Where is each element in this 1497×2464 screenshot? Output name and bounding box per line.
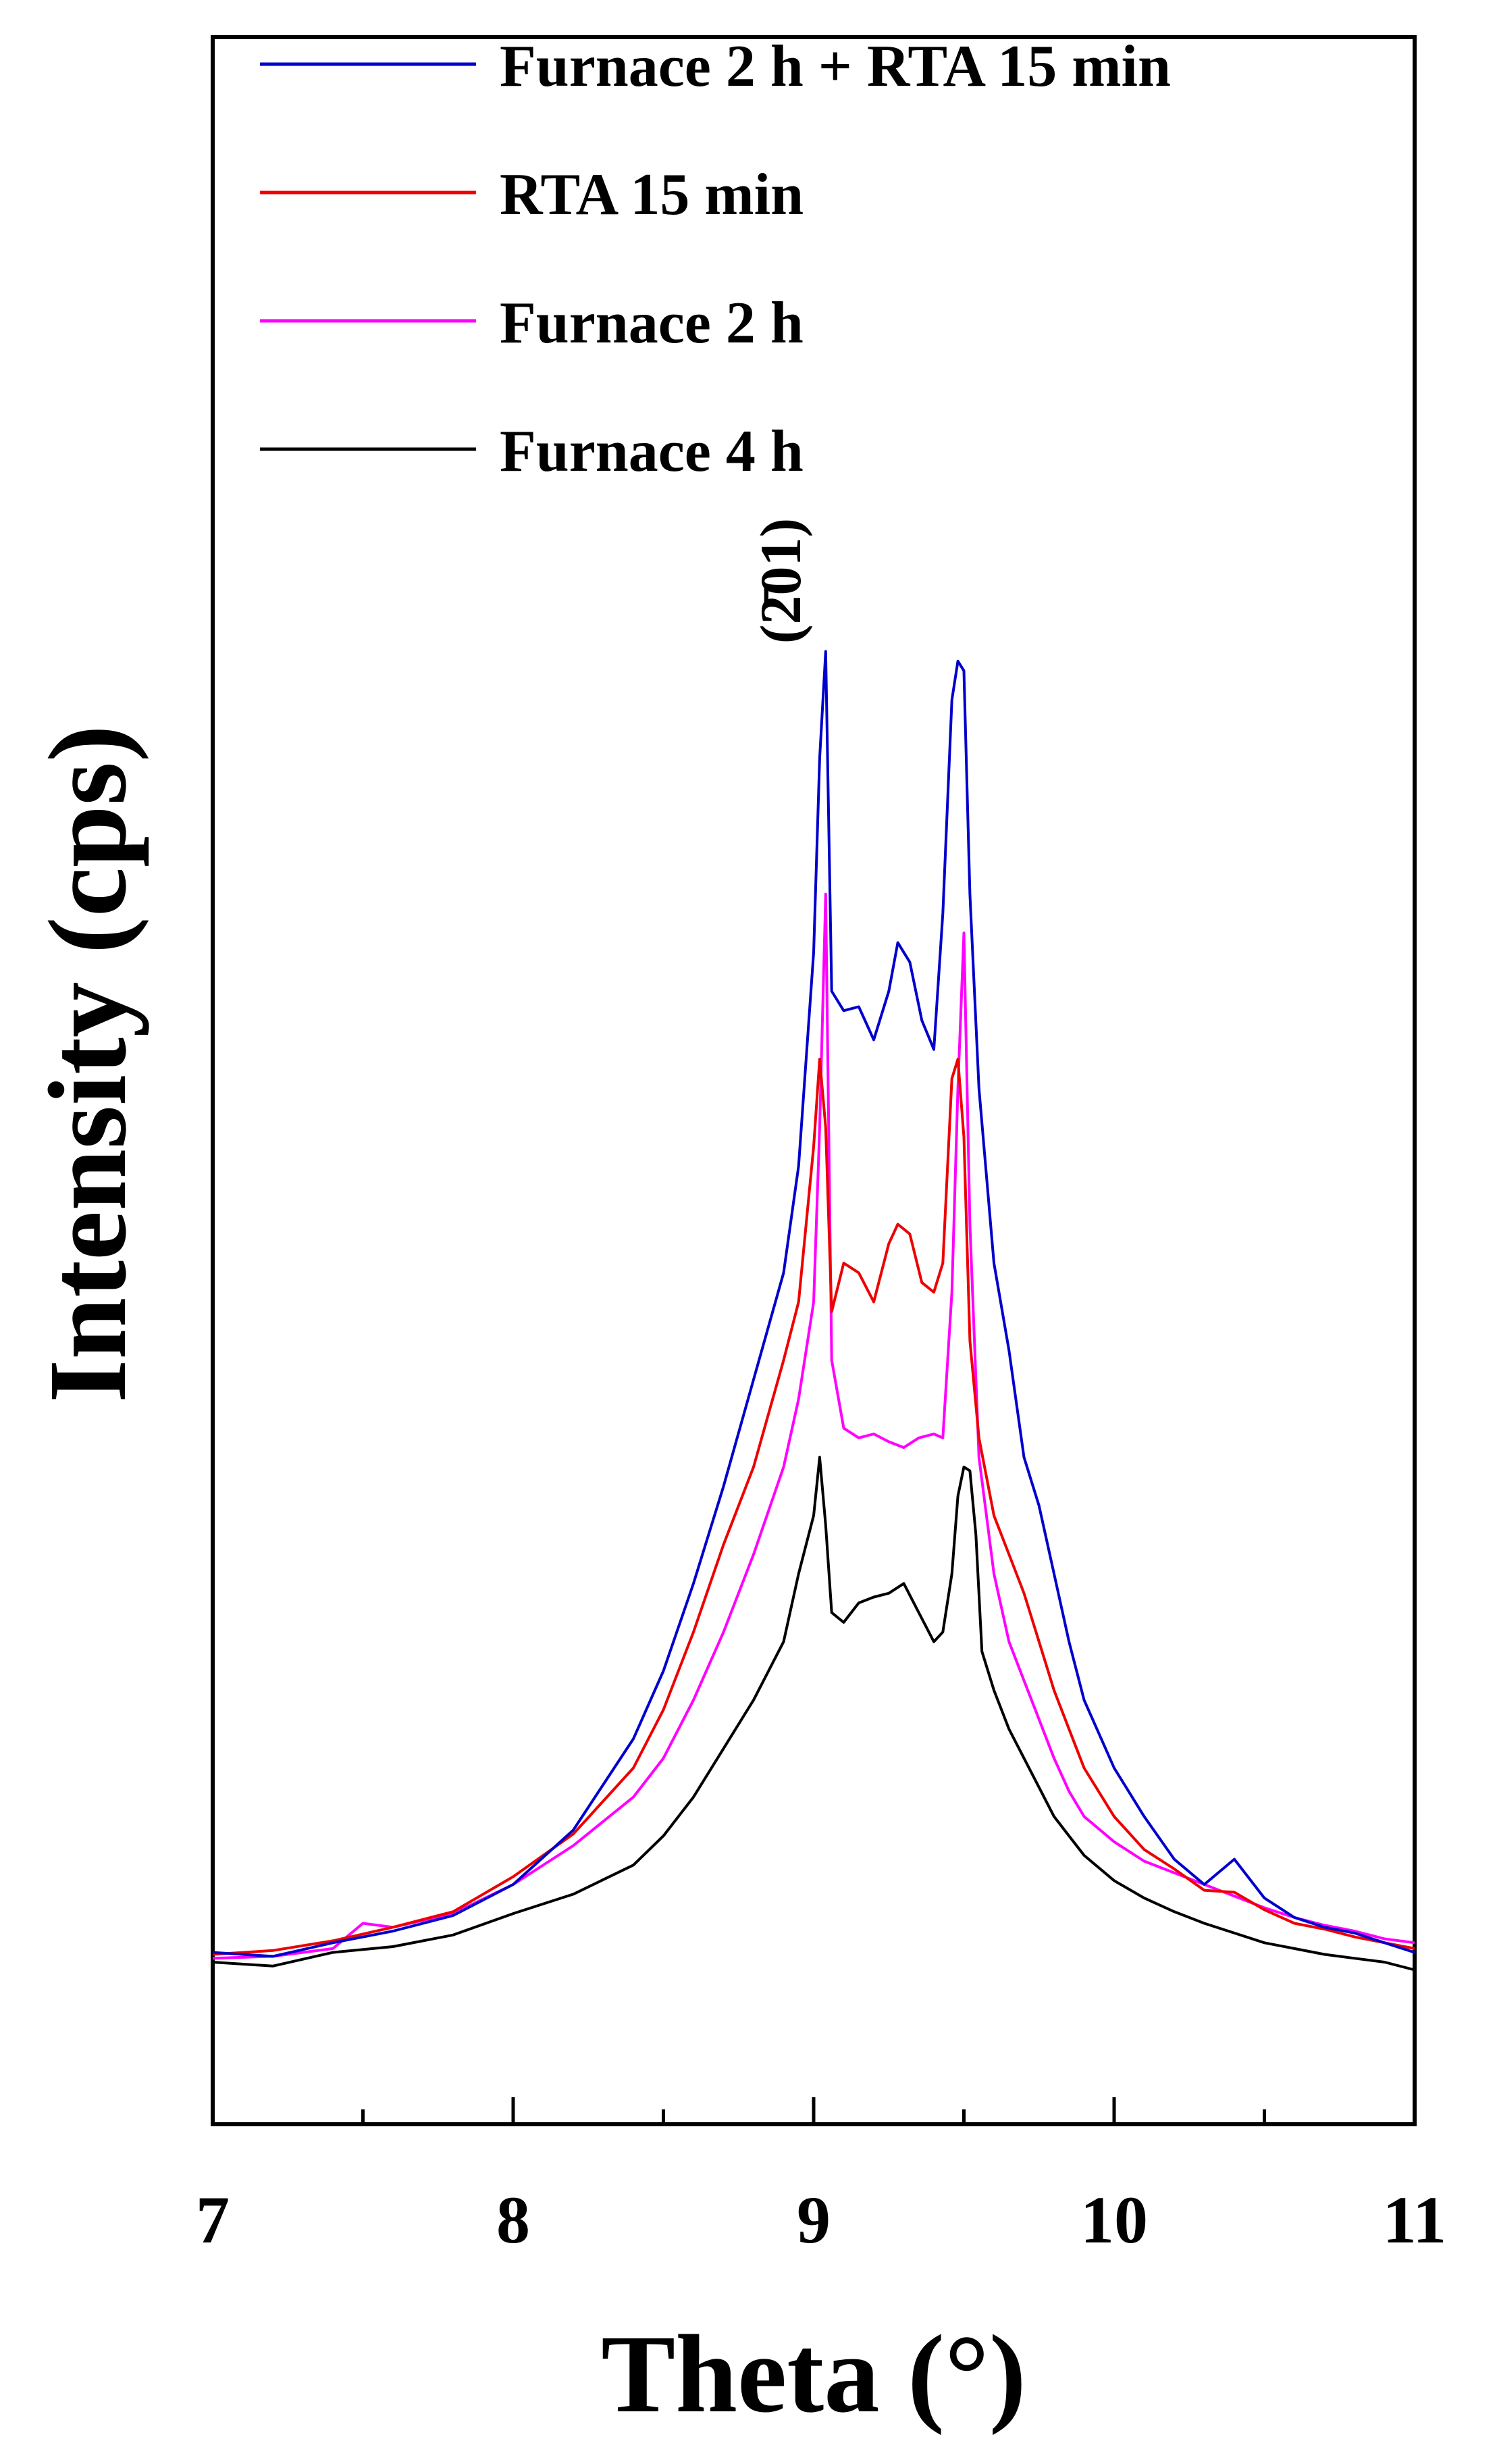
x-tick-label: 10: [1080, 2182, 1148, 2257]
y-axis-label: Intensity (cps): [26, 725, 149, 1403]
legend-label: RTA 15 min: [500, 162, 804, 228]
x-tick-label: 9: [797, 2182, 831, 2257]
legend-label: Furnace 4 h: [500, 419, 804, 484]
series-line-rta-15-min: [212, 1058, 1415, 1956]
series-line-furnace-2-h: [212, 892, 1415, 1960]
legend: Furnace 2 h + RTA 15 min RTA 15 min Furnac…: [260, 34, 1171, 484]
x-tick-label: 8: [496, 2182, 530, 2257]
x-axis-ticks: 7 8 9 10 11: [196, 2097, 1446, 2257]
x-tick-label: 11: [1383, 2182, 1446, 2257]
legend-label: Furnace 2 h + RTA 15 min: [500, 34, 1171, 99]
plot-frame: [211, 35, 1417, 2126]
legend-label: Furnace 2 h: [500, 290, 804, 356]
x-tick-label: 7: [196, 2182, 230, 2257]
peak-annotation: (2̄01): [748, 518, 813, 644]
series-line-furnace-4-h: [212, 1456, 1415, 1972]
series-line-furnace-2-h-rta-15-min: [212, 650, 1415, 1958]
x-axis-label: Theta (°): [601, 2312, 1026, 2436]
series-layer: [212, 650, 1415, 1972]
